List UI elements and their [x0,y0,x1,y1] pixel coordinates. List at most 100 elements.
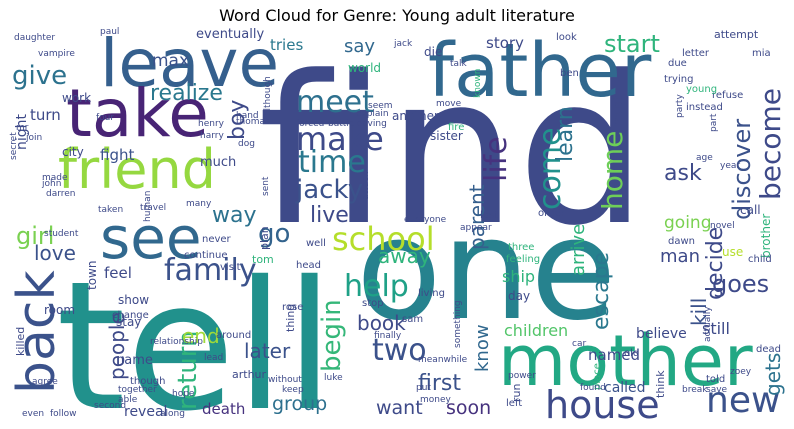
word-though: though [130,376,165,387]
word-group: group [272,393,327,415]
word-attack: attack [361,171,371,200]
word-die: die [424,45,442,59]
word-say: say [344,36,375,57]
word-made: made [42,173,68,183]
word-three: three [508,242,534,253]
word-believe: believe [636,326,687,342]
word-zoey: zoey [730,367,752,377]
word-henry: henry [198,119,225,129]
word-eventually: eventually [196,27,264,42]
word-taken: taken [98,205,123,215]
word-kill: kill [687,298,711,326]
word-put: put [416,383,431,393]
word-escape: escape [589,252,614,330]
word-explain: explain [356,109,389,119]
word-appear: appear [460,223,492,233]
word-many: many [186,199,212,209]
word-child: child [748,254,772,265]
word-move: move [436,99,462,109]
word-mr: mr [16,123,29,133]
word-ben: ben [560,68,579,79]
word-keep: keep [282,385,304,395]
word-first: first [418,371,461,396]
word-later: later [244,339,291,363]
word-back: back [7,270,67,394]
word-school: school [332,220,435,258]
word-human: human [143,191,153,222]
word-house: house [545,383,660,427]
word-brother: brother [759,214,773,258]
word-named: named [588,346,640,364]
word-hope: hope [172,389,195,399]
word-name: name [116,353,153,368]
word-dog: dog [238,139,255,149]
word-head: head [296,260,321,271]
word-soon: soon [446,397,491,419]
word-decide: decide [703,227,728,300]
word-found: found [580,383,606,393]
word-home: home [596,131,629,210]
word-world: world [348,61,381,75]
word-finally: finally [374,331,402,341]
word-people: people [105,312,129,380]
word-well: well [306,238,326,249]
word-one: one [356,189,617,352]
word-year: year [720,161,740,171]
word-join: join [25,133,42,143]
word-parent: parent [465,184,489,250]
word-new: new [706,380,780,421]
word-arrive: arrive [568,224,589,276]
word-fire: fire [448,122,464,133]
word-john: john [41,179,61,189]
word-order: order [538,208,566,219]
word-room: room [44,303,75,317]
word-killed: killed [14,327,27,356]
word-run: run [510,384,523,402]
word-thomas: thomas [236,117,270,127]
word-called: called [604,380,646,396]
word-left: left [506,398,522,409]
word-never: never [202,234,232,245]
word-start: start [604,30,660,58]
word-max: max [152,51,189,71]
word-use: use [722,245,743,259]
word-think: think [654,370,667,398]
word-give: give [12,61,67,91]
word-money: money [420,395,452,405]
word-want: want [376,397,423,419]
word-become: become [754,88,787,200]
word-leave: leave [100,25,279,102]
word-age: age [696,153,713,163]
word-know: know [472,324,493,372]
word-young: young [686,84,717,95]
word-two: two [372,333,427,368]
word-another: another [392,109,439,123]
word-friend: friend [58,138,216,201]
word-darren: darren [46,189,76,199]
word-without: without [268,375,302,385]
word-going: going [664,213,711,233]
word-ship: ship [502,267,535,286]
word-take: take [66,75,209,152]
word-father: father [428,28,652,114]
word-around: around [216,330,251,341]
word-travel: travel [140,203,166,213]
word-along: along [160,409,185,419]
word-way: way [212,203,257,228]
word-power: power [508,371,536,381]
word-day: day [508,289,530,303]
word-tom: tom [252,253,274,266]
word-town: town [85,261,99,290]
word-gets: gets [761,353,785,396]
word-end: end [182,324,220,348]
word-sent: sent [261,176,271,196]
word-learn: learn [553,106,578,162]
word-help: help [344,269,409,304]
word-goes: goes [712,270,769,298]
word-something: something [453,300,463,348]
word-actually: actually [703,306,713,342]
word-stop: stop [362,298,384,309]
word-attempt: attempt [714,28,759,41]
